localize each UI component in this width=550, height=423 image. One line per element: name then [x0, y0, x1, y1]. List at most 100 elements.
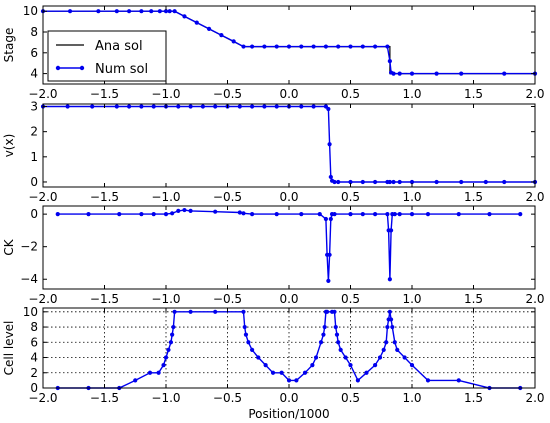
data-point: [170, 211, 175, 216]
y-tick-label: 10: [23, 305, 38, 319]
x-tick-label: 1.0: [402, 190, 421, 204]
data-point: [425, 212, 431, 217]
data-point: [387, 179, 392, 185]
data-point: [391, 71, 396, 76]
data-point: [250, 212, 255, 217]
data-point: [243, 332, 249, 337]
data-point: [385, 212, 390, 217]
data-point: [355, 378, 360, 383]
data-point: [310, 363, 315, 368]
data-point: [373, 212, 378, 217]
data-point: [336, 179, 341, 185]
data-point: [274, 44, 279, 49]
y-tick-label: 6: [30, 46, 38, 60]
x-tick-label: 1.5: [464, 190, 483, 204]
data-point: [299, 212, 304, 217]
data-point: [213, 209, 218, 214]
x-tick-label: −1.0: [151, 292, 180, 306]
data-point: [246, 340, 251, 345]
data-point: [279, 370, 284, 375]
data-point: [336, 44, 341, 49]
data-point: [409, 363, 415, 368]
data-point: [456, 212, 461, 217]
data-point: [364, 370, 369, 375]
data-point: [343, 355, 348, 360]
data-point: [299, 104, 304, 109]
y-tick-label: 0: [30, 381, 38, 395]
x-tick-label: 1.5: [464, 391, 483, 405]
data-point: [388, 228, 394, 233]
data-point: [182, 207, 187, 213]
panel-3: −2.0 −1.5 −1.0 −0.5 0.0 0.5 1.0 1.5 2.0 −4 −2 0 CK: [2, 205, 545, 306]
panel-2: −2.0 −1.5 −1.0 −0.5 0.0 0.5 1.0 1.5 2.0 0 1 2 3 v(x): [2, 100, 545, 204]
data-point: [167, 9, 172, 14]
data-point: [311, 44, 316, 49]
data-point: [317, 212, 322, 217]
data-point: [390, 324, 395, 330]
data-point: [139, 104, 144, 109]
data-point: [172, 309, 177, 314]
x-tick-label: 0.0: [279, 190, 298, 204]
data-point: [397, 179, 402, 185]
x-tick-label: 0.5: [341, 391, 360, 405]
data-point: [425, 378, 431, 383]
data-point: [188, 104, 193, 109]
x-tick-label: −0.5: [213, 292, 242, 306]
data-point: [117, 212, 122, 217]
data-point: [373, 363, 378, 368]
data-point: [241, 309, 246, 314]
y-tick-label: 6: [30, 335, 38, 349]
y-tick-label: 4: [30, 351, 38, 365]
data-point: [263, 363, 268, 368]
data-point: [434, 71, 439, 76]
data-point: [318, 340, 324, 345]
x-tick-label: 0.5: [341, 292, 360, 306]
data-point: [323, 216, 328, 222]
data-point: [176, 208, 181, 213]
data-point: [397, 212, 402, 217]
data-point: [387, 277, 392, 282]
y-tick-label: 2: [30, 366, 38, 380]
data-point: [55, 212, 60, 217]
x-tick-label: 1.0: [402, 292, 421, 306]
x-tick-label: −1.5: [90, 190, 119, 204]
data-point: [163, 355, 169, 360]
x-tick-label: 2.0: [525, 391, 544, 405]
data-point: [237, 104, 242, 109]
data-point: [90, 104, 95, 109]
data-point: [360, 212, 365, 217]
x-tick-label: 0.5: [341, 87, 360, 101]
x-tick-label: −2.0: [28, 391, 57, 405]
data-point: [163, 212, 169, 217]
data-point: [161, 363, 166, 368]
data-point: [377, 355, 383, 360]
data-point: [384, 340, 389, 345]
data-point: [321, 332, 326, 337]
data-point: [114, 9, 119, 14]
x-tick-label: 1.0: [402, 391, 421, 405]
data-point: [96, 9, 101, 14]
data-point: [385, 324, 390, 330]
data-point: [156, 370, 161, 375]
data-point: [139, 212, 144, 217]
data-point: [409, 71, 415, 76]
x-tick-label: 2.0: [525, 190, 544, 204]
data-point: [388, 317, 394, 322]
data-point: [397, 71, 402, 76]
axes-frame: [42, 205, 536, 290]
y-tick-label: 0: [30, 175, 38, 189]
data-point: [328, 216, 333, 222]
data-point: [270, 370, 276, 375]
data-point: [325, 309, 330, 314]
legend-marker: [55, 65, 61, 71]
data-point: [147, 370, 153, 375]
x-tick-label: −0.5: [213, 190, 242, 204]
data-point: [151, 212, 156, 217]
data-point: [392, 212, 397, 217]
data-point: [65, 104, 70, 109]
data-point: [133, 378, 138, 383]
x-tick-label: 0.0: [279, 87, 298, 101]
data-point: [206, 26, 212, 31]
data-point: [250, 104, 255, 109]
